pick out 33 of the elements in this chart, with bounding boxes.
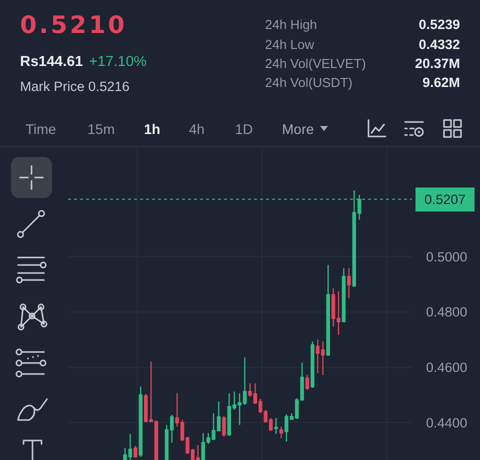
y-tick-label: 0.4400 [426,415,468,430]
text: 24h Low [265,36,314,52]
text: 24h Vol(USDT) [265,75,352,90]
candlestick [274,417,278,435]
text: 9.62M [422,75,460,90]
text: 20.37M [414,56,460,71]
text: 0.5210 [20,11,128,39]
text: 0.5239 [418,17,460,32]
candlestick [279,426,284,439]
candlestick [310,340,314,389]
text: 4h [189,121,205,137]
ref-line-label: 0.5207 [424,192,466,207]
text: 0.4332 [418,36,460,52]
text: 15m [88,121,115,137]
candlestick [305,374,310,391]
candlestick [138,386,143,458]
text: Mark Price 0.5216 [20,79,130,94]
text: More [282,121,314,137]
text: +17.10% [89,54,147,70]
candlestick [347,268,351,299]
candlestick [222,415,226,438]
text: 24h Vol(VELVET) [265,56,366,71]
candlestick [326,264,330,357]
text: Time [26,121,56,137]
text: Rs144.61 [20,54,83,70]
candlestick [134,445,138,458]
text: 1D [235,121,253,137]
text: 1h [144,121,160,137]
y-tick-label: 0.4600 [426,360,468,376]
text: 24h High [265,17,318,32]
y-tick-label: 0.5000 [426,249,468,264]
candlestick [342,268,346,322]
y-tick-label: 0.4800 [426,304,468,320]
